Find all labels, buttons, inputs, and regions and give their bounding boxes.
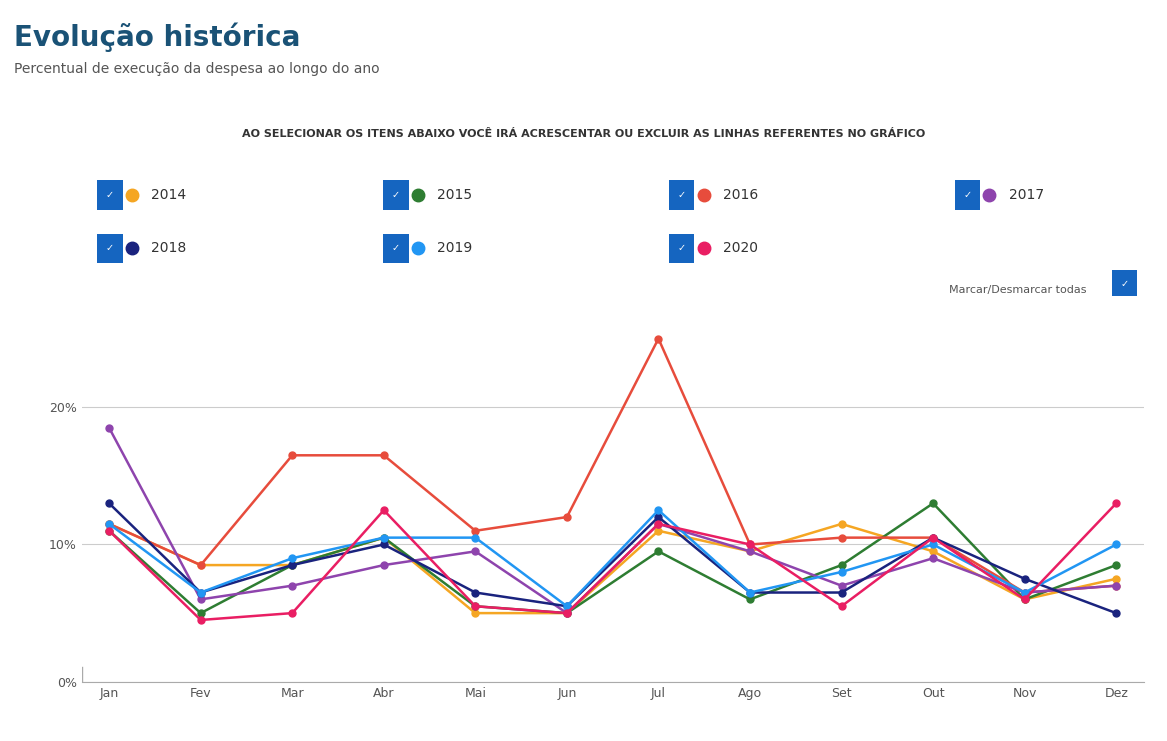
FancyBboxPatch shape bbox=[669, 233, 694, 263]
Text: AO SELECIONAR OS ITENS ABAIXO VOCÊ IRÁ ACRESCENTAR OU EXCLUIR AS LINHAS REFERENT: AO SELECIONAR OS ITENS ABAIXO VOCÊ IRÁ A… bbox=[242, 130, 925, 139]
FancyBboxPatch shape bbox=[383, 180, 408, 210]
Text: ✓: ✓ bbox=[392, 190, 400, 200]
Text: 2019: 2019 bbox=[438, 242, 473, 256]
Text: ✓: ✓ bbox=[964, 190, 972, 200]
FancyBboxPatch shape bbox=[98, 233, 123, 263]
Text: 2014: 2014 bbox=[152, 188, 187, 202]
FancyBboxPatch shape bbox=[955, 180, 980, 210]
Text: ✓: ✓ bbox=[1120, 279, 1128, 290]
Text: 2016: 2016 bbox=[724, 188, 759, 202]
FancyBboxPatch shape bbox=[98, 180, 123, 210]
FancyBboxPatch shape bbox=[383, 233, 408, 263]
FancyBboxPatch shape bbox=[669, 180, 694, 210]
Text: 2015: 2015 bbox=[438, 188, 473, 202]
Text: Evolução histórica: Evolução histórica bbox=[14, 22, 300, 52]
Text: 2018: 2018 bbox=[152, 242, 187, 256]
Text: 2017: 2017 bbox=[1009, 188, 1044, 202]
Text: ✓: ✓ bbox=[678, 243, 686, 253]
Text: ✓: ✓ bbox=[106, 243, 114, 253]
Text: Marcar/Desmarcar todas: Marcar/Desmarcar todas bbox=[950, 285, 1086, 295]
Text: ✓: ✓ bbox=[392, 243, 400, 253]
Text: ✓: ✓ bbox=[106, 190, 114, 200]
Text: ✓: ✓ bbox=[678, 190, 686, 200]
Text: Percentual de execução da despesa ao longo do ano: Percentual de execução da despesa ao lon… bbox=[14, 62, 379, 76]
FancyBboxPatch shape bbox=[1112, 270, 1137, 299]
Text: 2020: 2020 bbox=[724, 242, 759, 256]
